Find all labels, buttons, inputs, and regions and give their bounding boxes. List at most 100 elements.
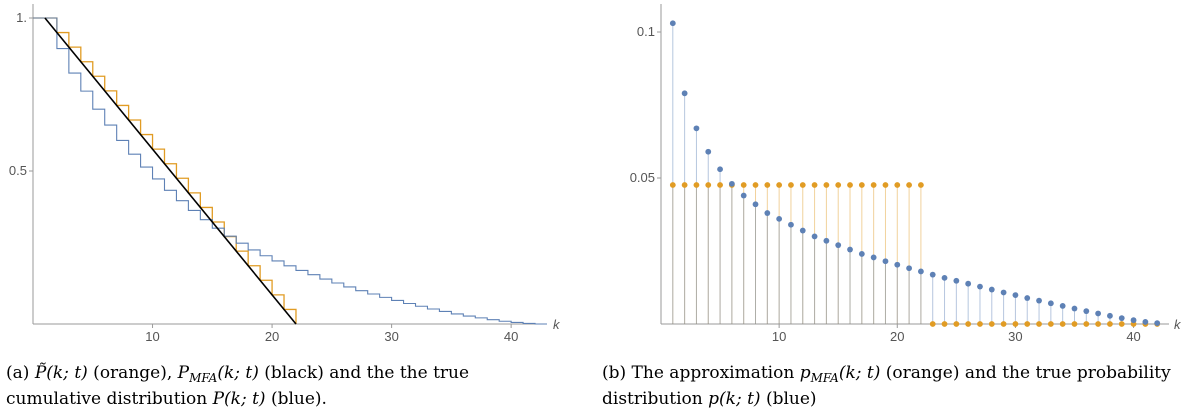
- panel-b-blue-point: [1012, 292, 1019, 298]
- panel-b-y-ticks: 0.05 0.1: [630, 24, 661, 185]
- caption-b-label: (b): [602, 363, 627, 383]
- panel-b-blue-point: [858, 251, 865, 257]
- panel-b-chart: 10 20 30 40 0.05 0.1 k: [630, 4, 1182, 344]
- panel-b-blue-point: [693, 125, 700, 132]
- panel-b-orange-point: [799, 182, 806, 188]
- panel-b-x-tick-label: 10: [772, 329, 786, 344]
- panel-b-orange-point: [1118, 321, 1125, 327]
- panel-b-blue-point: [776, 215, 783, 222]
- caption-b-text-3: (blue): [760, 389, 817, 410]
- panel-b-blue-point: [1047, 300, 1054, 307]
- panel-a-chart: 10 20 30 40 0.5 1. k: [9, 4, 561, 344]
- panel-b-blue-point: [918, 268, 924, 275]
- panel-b-blue-point: [1142, 319, 1149, 325]
- panel-b-orange-point: [1071, 321, 1078, 327]
- panel-b-blue-point: [1095, 310, 1102, 317]
- panel-a-x-ticks: 10 20 30 40: [145, 324, 518, 344]
- panel-a-y-tick-label: 1.: [16, 10, 27, 25]
- caption-b-mfa-sub: MFA: [810, 371, 839, 386]
- panel-b-blue-point: [988, 286, 995, 293]
- panel-b-orange-point: [1047, 321, 1054, 327]
- panel-b-orange-point: [1095, 321, 1102, 327]
- panel-b-stems: [672, 23, 1158, 324]
- panel-b-blue-point: [1000, 289, 1007, 296]
- panel-b-blue-point: [681, 90, 688, 97]
- caption-b-text-1: The approximation: [626, 363, 800, 383]
- panel-a-black-line: [44, 17, 297, 325]
- panel-b-x-tick-label: 30: [1008, 329, 1022, 344]
- panel-b-blue-point: [1036, 297, 1042, 304]
- panel-a-x-tick-label: 30: [384, 329, 398, 344]
- panel-b-blue-point: [1024, 295, 1031, 301]
- panel-b-orange-point: [918, 182, 924, 188]
- panel-b-blue-point: [941, 274, 948, 281]
- panel-b-blue-point: [823, 237, 830, 244]
- panel-b-blue-point: [965, 280, 972, 287]
- panel-a-blue-step: [33, 17, 547, 325]
- figure: 10 20 30 40 0.5 1. k 10 20 30 40 0.05 0.1 k: [9, 4, 1182, 344]
- panel-b-blue-point: [929, 271, 936, 278]
- panel-b-orange-point: [1012, 321, 1019, 327]
- caption-b-text-2: (orange) and the true probability distri…: [602, 363, 1171, 410]
- caption-a-p-mfa: P: [177, 363, 190, 383]
- panel-b-orange-point: [740, 182, 747, 188]
- panel-b-y-tick-label: 0.05: [630, 170, 655, 185]
- panel-b-orange-point: [752, 182, 759, 188]
- panel-b-orange-point: [870, 182, 877, 188]
- panel-b-orange-point: [894, 182, 901, 188]
- panel-a-x-tick-label: 40: [504, 329, 518, 344]
- panel-b-blue-point: [788, 221, 794, 228]
- panel-b-orange-point: [906, 182, 912, 188]
- panel-b-orange-point: [1024, 321, 1031, 327]
- panel-b-blue-point: [894, 261, 901, 268]
- caption-b-p-true: p(k; t): [708, 389, 761, 410]
- panel-b-orange-point: [811, 182, 818, 188]
- caption-a-p-true: P(k; t): [212, 389, 266, 410]
- caption-a-label: (a): [6, 363, 30, 383]
- panel-b-orange-point: [717, 182, 723, 188]
- caption-a-mfa-sub: MFA: [189, 371, 218, 386]
- panel-b-blue-point: [740, 192, 747, 199]
- caption-a-text-2: (black) and the the true cumulative dist…: [6, 363, 470, 410]
- panel-b-orange-point: [1083, 321, 1090, 327]
- panel-b-blue-point: [870, 254, 877, 261]
- panel-b-orange-point: [788, 182, 794, 188]
- caption-a-p-mfa-args: (k; t): [217, 363, 259, 383]
- panel-b-orange-point: [681, 182, 688, 188]
- panel-b-orange-point: [823, 182, 830, 188]
- caption-b: (b) The approximation pMFA(k; t) (orange…: [602, 363, 1182, 410]
- panel-a-series: [33, 17, 547, 325]
- caption-b-p-mfa: p: [799, 363, 811, 383]
- panel-b-blue-point: [953, 277, 960, 284]
- panel-b-x-tick-label: 20: [890, 329, 904, 344]
- panel-b-orange-point: [705, 182, 712, 188]
- panel-b-blue-point: [906, 265, 912, 272]
- caption-b-p-mfa-args: (k; t): [838, 363, 881, 383]
- caption-a-text-1: (orange),: [87, 363, 178, 383]
- panel-b-blue-point: [752, 201, 759, 208]
- panel-b-orange-point: [693, 182, 700, 188]
- panel-b-y-tick-label: 0.1: [637, 24, 655, 39]
- caption-a-p-tilde: P̃(k; t): [34, 363, 88, 383]
- panel-b-blue-point: [717, 166, 723, 173]
- panel-b-blue-point: [1107, 312, 1113, 319]
- panel-b-orange-point: [1107, 321, 1113, 327]
- panel-b-blue-point: [811, 233, 818, 240]
- panel-b-blue-point: [1071, 305, 1078, 312]
- panel-b-blue-point: [882, 258, 889, 265]
- panel-b-blue-point: [977, 283, 983, 290]
- panel-b-orange-point: [953, 321, 960, 327]
- panel-b-orange-point: [858, 182, 865, 188]
- panel-b-orange-point: [988, 321, 995, 327]
- panel-a-y-ticks: 0.5 1.: [9, 10, 33, 178]
- panel-b-blue-point: [1118, 315, 1125, 322]
- panel-b-blue-point: [847, 246, 853, 253]
- panel-b-blue-point: [1083, 308, 1090, 315]
- panel-b-blue-point: [835, 242, 842, 249]
- panel-b-orange-point: [1059, 321, 1066, 327]
- caption-a-text-3: (blue).: [265, 389, 327, 410]
- panel-b-orange-point: [1000, 321, 1007, 327]
- panel-b-blue-point: [1154, 320, 1161, 327]
- panel-b-x-tick-label: 40: [1126, 329, 1140, 344]
- panel-b-orange-point: [882, 182, 889, 188]
